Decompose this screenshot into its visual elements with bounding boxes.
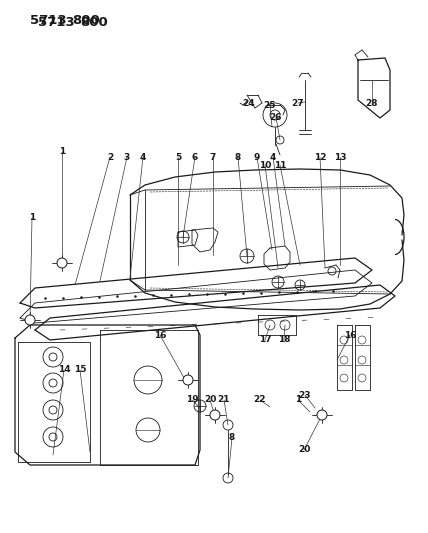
Text: 4: 4 (140, 152, 146, 161)
Text: 20: 20 (204, 395, 216, 405)
Text: 19: 19 (186, 395, 198, 405)
Text: 28: 28 (366, 99, 378, 108)
Text: 25: 25 (264, 101, 276, 109)
Text: 16: 16 (154, 330, 166, 340)
Text: 8: 8 (229, 433, 235, 442)
Text: 16: 16 (344, 330, 356, 340)
Text: 26: 26 (270, 112, 282, 122)
Text: 24: 24 (243, 99, 256, 108)
Text: 14: 14 (58, 366, 70, 375)
Text: 1: 1 (295, 395, 301, 405)
Text: 800: 800 (80, 17, 108, 29)
Text: 18: 18 (278, 335, 290, 344)
Circle shape (210, 410, 220, 420)
Text: 23: 23 (299, 391, 311, 400)
Text: 2: 2 (107, 152, 113, 161)
Text: 8: 8 (235, 152, 241, 161)
Text: 5: 5 (175, 152, 181, 161)
Text: 11: 11 (274, 160, 286, 169)
Circle shape (57, 258, 67, 268)
Circle shape (25, 315, 35, 325)
Circle shape (317, 410, 327, 420)
Text: 5713: 5713 (38, 17, 74, 29)
Text: 10: 10 (259, 160, 271, 169)
Text: 15: 15 (74, 366, 86, 375)
Text: 5713: 5713 (30, 13, 67, 27)
Text: 17: 17 (259, 335, 271, 344)
Text: 1: 1 (29, 214, 35, 222)
Text: 4: 4 (270, 152, 276, 161)
Text: 13: 13 (334, 152, 346, 161)
Text: 3: 3 (124, 152, 130, 161)
Text: 22: 22 (254, 395, 266, 405)
Text: 20: 20 (298, 446, 310, 455)
Text: 21: 21 (218, 395, 230, 405)
Text: 27: 27 (292, 99, 304, 108)
Circle shape (183, 375, 193, 385)
Text: 800: 800 (72, 13, 100, 27)
Text: 12: 12 (314, 152, 326, 161)
Text: 1: 1 (59, 148, 65, 157)
Text: 7: 7 (210, 152, 216, 161)
Text: 9: 9 (254, 152, 260, 161)
Text: 6: 6 (192, 152, 198, 161)
